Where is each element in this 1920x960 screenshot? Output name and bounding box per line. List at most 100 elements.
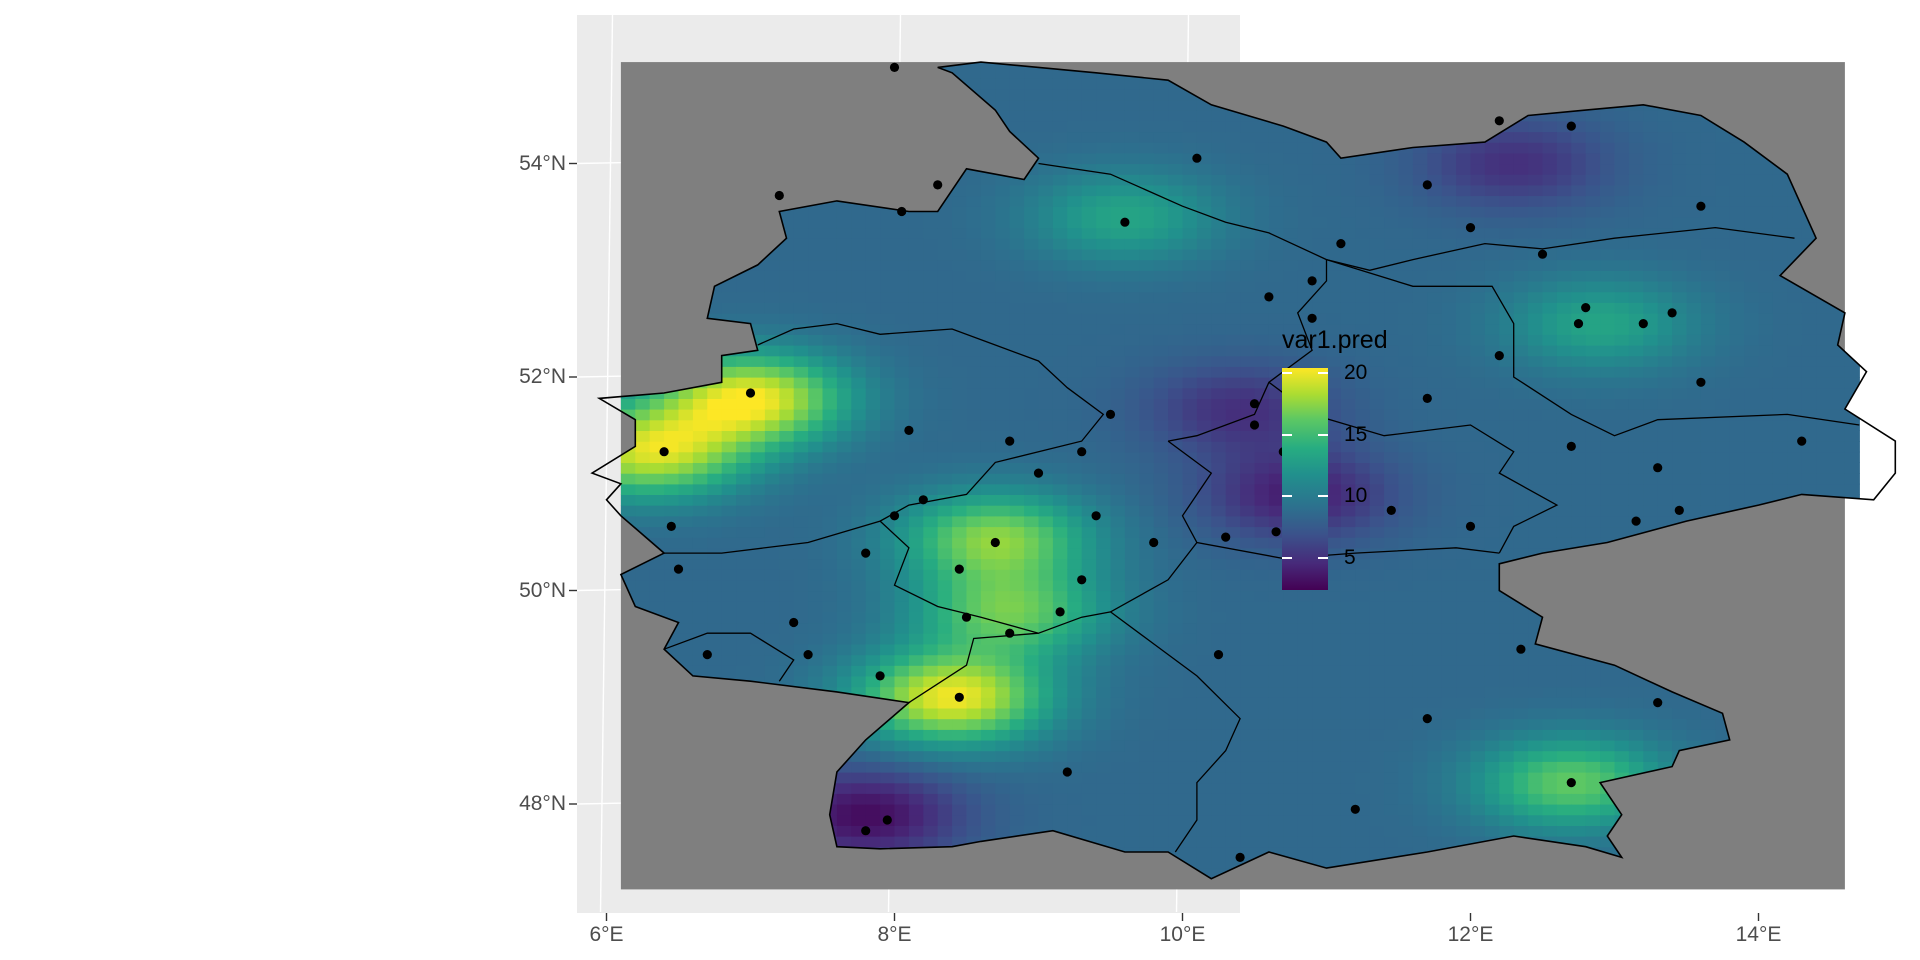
raster-cell bbox=[1528, 280, 1544, 293]
raster-cell bbox=[1153, 697, 1169, 709]
raster-cell bbox=[1412, 825, 1428, 837]
raster-cell bbox=[793, 355, 809, 367]
raster-cell bbox=[1470, 462, 1486, 474]
raster-cell bbox=[1441, 579, 1457, 592]
raster-cell bbox=[1211, 601, 1227, 613]
raster-cell bbox=[1052, 120, 1068, 133]
raster-cell bbox=[1312, 345, 1328, 357]
raster-cell bbox=[1254, 772, 1270, 784]
raster-cell bbox=[1225, 216, 1241, 229]
raster-cell bbox=[1240, 334, 1256, 346]
raster-cell bbox=[750, 643, 766, 656]
raster-cell bbox=[1182, 184, 1198, 197]
raster-cell bbox=[1110, 270, 1126, 282]
raster-cell bbox=[1067, 462, 1083, 474]
raster-cell bbox=[707, 537, 723, 549]
raster-cell bbox=[1110, 804, 1126, 816]
raster-cell bbox=[1384, 174, 1400, 186]
raster-cell bbox=[1254, 739, 1270, 752]
raster-cell bbox=[1340, 718, 1356, 730]
raster-cell bbox=[692, 611, 708, 624]
raster-cell bbox=[1427, 345, 1443, 357]
raster-cell bbox=[779, 643, 795, 656]
raster-cell bbox=[1038, 718, 1054, 730]
raster-cell bbox=[1196, 665, 1212, 677]
raster-cell bbox=[1009, 782, 1025, 794]
raster-cell bbox=[1168, 270, 1184, 282]
raster-cell bbox=[1513, 387, 1529, 399]
raster-cell bbox=[923, 569, 939, 581]
raster-cell bbox=[793, 601, 809, 613]
raster-cell bbox=[937, 345, 953, 357]
raster-cell bbox=[1326, 686, 1342, 698]
raster-cell bbox=[1484, 195, 1500, 207]
raster-cell bbox=[980, 345, 996, 357]
raster-cell bbox=[1340, 377, 1356, 389]
raster-cell bbox=[1240, 579, 1256, 592]
raster-cell bbox=[865, 494, 881, 506]
raster-cell bbox=[1182, 804, 1198, 816]
raster-cell bbox=[1268, 515, 1284, 528]
raster-cell bbox=[779, 547, 795, 560]
raster-cell bbox=[1297, 280, 1313, 293]
raster-cell bbox=[1139, 537, 1155, 549]
raster-cell bbox=[1196, 761, 1212, 773]
raster-cell bbox=[1369, 248, 1385, 261]
raster-cell bbox=[1110, 579, 1126, 592]
raster-cell bbox=[649, 537, 665, 549]
raster-cell bbox=[822, 515, 838, 528]
raster-cell bbox=[1225, 430, 1241, 442]
raster-cell bbox=[1268, 206, 1284, 218]
raster-cell bbox=[966, 323, 982, 335]
raster-cell bbox=[1052, 355, 1068, 367]
raster-cell bbox=[880, 622, 896, 634]
raster-cell bbox=[1312, 291, 1328, 303]
raster-cell bbox=[836, 654, 852, 666]
raster-cell bbox=[865, 398, 881, 410]
raster-cell bbox=[1067, 174, 1083, 186]
raster-cell bbox=[1484, 793, 1500, 805]
raster-cell bbox=[880, 206, 896, 218]
raster-cell bbox=[1456, 462, 1472, 474]
raster-cell bbox=[1024, 579, 1040, 592]
raster-cell bbox=[980, 526, 996, 538]
raster-cell bbox=[1283, 227, 1299, 239]
raster-cell bbox=[1513, 248, 1529, 261]
raster-cell bbox=[822, 227, 838, 239]
raster-cell bbox=[851, 633, 867, 645]
raster-cell bbox=[1081, 643, 1097, 656]
raster-cell bbox=[1326, 462, 1342, 474]
raster-cell bbox=[1240, 291, 1256, 303]
raster-cell bbox=[779, 601, 795, 613]
raster-cell bbox=[1297, 323, 1313, 335]
raster-cell bbox=[1038, 601, 1054, 613]
raster-cell bbox=[980, 195, 996, 207]
raster-cell bbox=[1124, 259, 1140, 271]
raster-cell bbox=[1124, 793, 1140, 805]
raster-cell bbox=[793, 611, 809, 624]
raster-cell bbox=[1024, 142, 1040, 154]
raster-cell bbox=[1196, 515, 1212, 528]
raster-cell bbox=[1283, 216, 1299, 229]
raster-cell bbox=[1456, 825, 1472, 837]
raster-cell bbox=[894, 409, 910, 421]
raster-cell bbox=[1182, 366, 1198, 378]
raster-cell bbox=[1427, 227, 1443, 239]
raster-cell bbox=[937, 665, 953, 677]
raster-cell bbox=[1225, 473, 1241, 485]
raster-cell bbox=[1369, 846, 1385, 858]
raster-cell bbox=[793, 665, 809, 677]
raster-cell bbox=[1254, 473, 1270, 485]
raster-cell bbox=[736, 665, 752, 677]
raster-cell bbox=[1470, 601, 1486, 613]
raster-cell bbox=[923, 451, 939, 463]
raster-cell bbox=[1369, 366, 1385, 378]
raster-cell bbox=[1528, 707, 1544, 720]
raster-cell bbox=[1139, 750, 1155, 762]
raster-cell bbox=[1484, 152, 1500, 165]
raster-cell bbox=[678, 590, 694, 602]
raster-cell bbox=[750, 633, 766, 645]
raster-cell bbox=[1456, 675, 1472, 688]
raster-cell bbox=[1484, 718, 1500, 730]
raster-cell bbox=[1484, 334, 1500, 346]
